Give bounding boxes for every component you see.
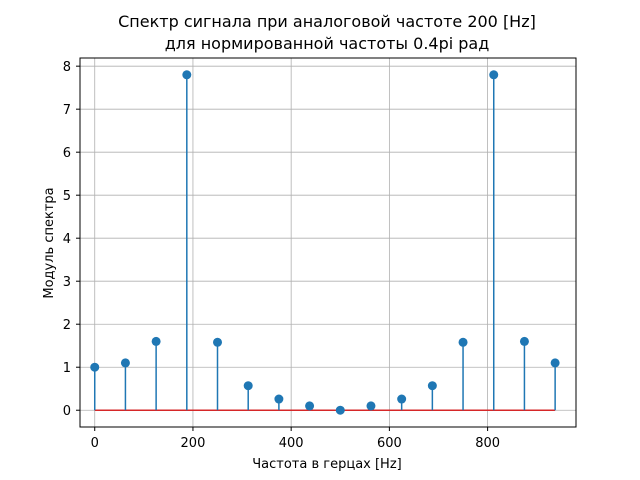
stem-marker [182, 70, 192, 80]
stem-marker [213, 337, 223, 347]
chart-subtitle: для нормированной частоты 0.4pi рад [165, 34, 490, 53]
stem-marker [427, 381, 437, 391]
stem-marker [366, 401, 376, 411]
stem-marker [397, 394, 407, 404]
x-axis-label: Частота в герцах [Hz] [252, 457, 401, 472]
x-tick-label: 400 [279, 436, 304, 451]
y-tick-label: 8 [63, 60, 71, 75]
y-tick-label: 6 [63, 146, 71, 161]
y-tick-label: 0 [63, 404, 71, 419]
y-tick-label: 7 [63, 103, 71, 118]
stem-marker [550, 358, 560, 368]
stem-marker [90, 362, 100, 372]
axes-layer [79, 57, 577, 428]
y-tick-label: 3 [63, 275, 71, 290]
y-tick-label: 2 [63, 318, 71, 333]
x-tick-label: 0 [91, 436, 99, 451]
chart-title: Спектр сигнала при аналоговой частоте 20… [118, 12, 536, 31]
y-tick-label: 5 [63, 189, 71, 204]
y-tick-label: 1 [63, 361, 71, 376]
stem-marker [274, 394, 284, 404]
stem-marker [305, 401, 315, 411]
y-tick-label: 4 [63, 232, 71, 247]
stem-marker [489, 70, 499, 80]
y-axis-label: Модуль спектра [42, 187, 57, 298]
stem-marker [120, 358, 130, 368]
stem-marker [243, 381, 253, 391]
x-tick-label: 600 [377, 436, 402, 451]
stem-marker [519, 336, 529, 346]
stem-marker [458, 337, 468, 347]
x-tick-label: 200 [181, 436, 206, 451]
plot-frame [79, 57, 577, 428]
tick-layer: 0 200 400 600 800 0 1 2 3 4 5 6 7 8 [63, 60, 500, 451]
stem-marker [151, 336, 161, 346]
stem-marker [335, 405, 345, 415]
x-tick-label: 800 [475, 436, 500, 451]
plot-layer [90, 70, 560, 415]
